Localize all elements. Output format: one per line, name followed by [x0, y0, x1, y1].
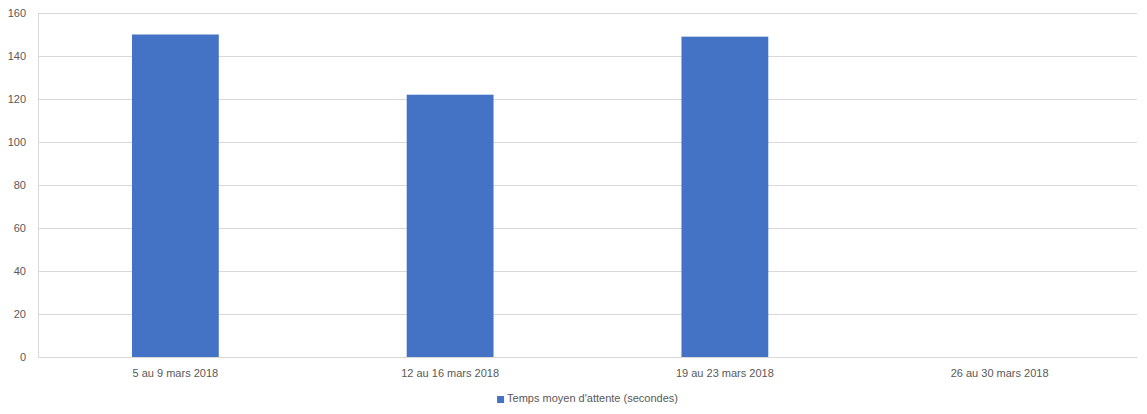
y-axis-line: [38, 14, 39, 358]
y-tick-label: 20: [14, 308, 26, 320]
plot-area: 0 20 40 60 80 100 120 140 160 5 au 9 mars 2018 12 …: [8, 7, 1138, 379]
y-tick: 60: [14, 222, 38, 234]
y-tick-label: 60: [14, 222, 26, 234]
y-tick-label: 40: [14, 265, 26, 277]
x-tick: 26 au 30 mars 2018: [951, 357, 1049, 379]
bar: [132, 35, 219, 358]
y-tick: 0: [20, 351, 38, 363]
y-tick: 20: [14, 308, 38, 320]
x-axis-line: [39, 357, 1138, 358]
legend-label: Temps moyen d'attente (secondes): [507, 392, 678, 404]
y-tick-label: 160: [8, 7, 26, 19]
y-tick-label: 80: [14, 179, 26, 191]
y-tick: 100: [8, 136, 38, 148]
y-tick-label: 0: [20, 351, 26, 363]
y-tick: 120: [8, 93, 38, 105]
y-tick: 80: [14, 179, 38, 191]
y-tick-label: 120: [8, 93, 26, 105]
y-tick-label: 140: [8, 50, 26, 62]
x-tick-label: 26 au 30 mars 2018: [951, 367, 1049, 379]
x-tick: 19 au 23 mars 2018: [676, 357, 774, 379]
y-tick: 160: [8, 7, 38, 19]
grid: [38, 13, 1137, 357]
x-tick-label: 12 au 16 mars 2018: [401, 367, 499, 379]
bar: [407, 95, 494, 357]
x-tick: 5 au 9 mars 2018: [133, 357, 219, 379]
y-tick: 140: [8, 50, 38, 62]
x-tick-label: 19 au 23 mars 2018: [676, 367, 774, 379]
legend-item: Temps moyen d'attente (secondes): [497, 392, 678, 404]
legend-swatch: [497, 396, 504, 403]
y-tick-label: 100: [8, 136, 26, 148]
bars: [132, 35, 768, 358]
bar: [681, 37, 768, 357]
y-tick: 40: [14, 265, 38, 277]
x-axis: 5 au 9 mars 2018 12 au 16 mars 2018 19 au …: [39, 357, 1138, 379]
x-tick: 12 au 16 mars 2018: [401, 357, 499, 379]
chart: 0 20 40 60 80 100 120 140 160 5 au 9 mars 2018 12 …: [0, 0, 1147, 414]
x-tick-label: 5 au 9 mars 2018: [133, 367, 219, 379]
grid-line: [38, 13, 1137, 14]
y-axis: 0 20 40 60 80 100 120 140 160: [8, 7, 39, 363]
legend: Temps moyen d'attente (secondes): [497, 392, 678, 404]
